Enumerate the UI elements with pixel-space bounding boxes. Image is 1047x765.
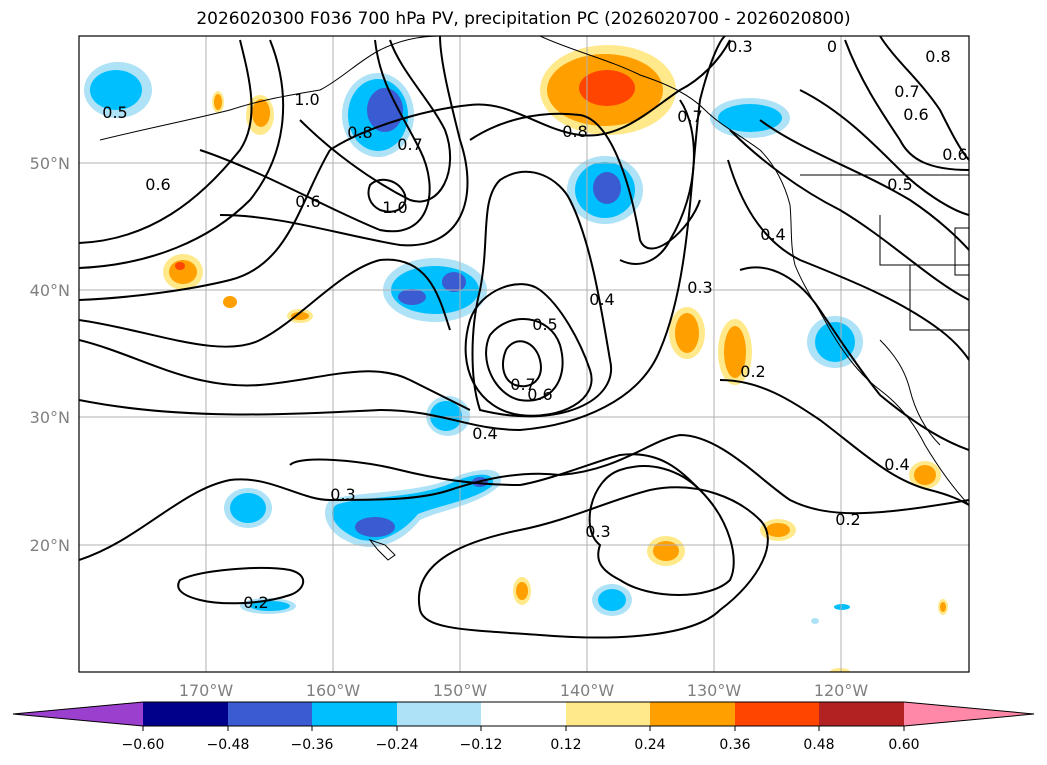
contour-label: 0.2	[243, 593, 268, 612]
colorbar-segment	[566, 702, 650, 726]
colorbar-segment	[904, 702, 1034, 726]
contour-label: 0.6	[527, 385, 552, 404]
colorbar-segment	[735, 702, 819, 726]
colorbar-segment	[650, 702, 735, 726]
contour-label: 0.8	[562, 122, 587, 141]
contour-label: 0.7	[397, 135, 422, 154]
colorbar-tick-label: −0.60	[122, 737, 165, 753]
contour-label: 0.3	[687, 278, 712, 297]
colorbar-segment	[312, 702, 397, 726]
latitude-labels: 50°N 40°N 30°N 20°N	[30, 154, 70, 555]
colorbar-tick-label: 0.36	[719, 737, 750, 753]
colorbar-segment	[481, 702, 566, 726]
contour-label: 0.3	[330, 485, 355, 504]
lat-label: 40°N	[30, 281, 70, 300]
contour-label: 0.6	[295, 192, 320, 211]
colorbar-segment	[143, 702, 228, 726]
colorbar-tick-label: −0.24	[376, 737, 419, 753]
colorbar-segment	[13, 702, 143, 726]
lon-label: 170°W	[179, 681, 234, 700]
lon-label: 130°W	[687, 681, 742, 700]
contour-label: 0.7	[677, 107, 702, 126]
lon-label: 160°W	[306, 681, 361, 700]
colorbar-segment	[228, 702, 312, 726]
contour-label: 0.7	[894, 82, 919, 101]
colorbar-tick-label: 0.60	[888, 737, 919, 753]
contour-label: 0.6	[145, 175, 170, 194]
contour-label: 1.0	[294, 90, 319, 109]
contour-label: 0.5	[887, 175, 912, 194]
colorbar-ticks	[142, 726, 905, 731]
colorbar-tick-label: 0.12	[550, 737, 581, 753]
contour-label: 0.2	[835, 510, 860, 529]
contour-label: 1.0	[382, 198, 407, 217]
colorbar-tick-label: −0.12	[460, 737, 503, 753]
contour-label: 0.5	[532, 315, 557, 334]
contour-label: 0.2	[740, 362, 765, 381]
contour-label: 0.8	[347, 123, 372, 142]
plot-frame	[78, 35, 970, 673]
contour-label: 0.3	[585, 522, 610, 541]
lat-label: 30°N	[30, 408, 70, 427]
longitude-labels: 170°W 160°W 150°W 140°W 130°W 120°W	[179, 681, 869, 700]
precip-shading	[84, 45, 948, 672]
contour-label: 0.4	[760, 225, 785, 244]
contour-label: 0.8	[925, 47, 950, 66]
coastlines	[99, 36, 969, 561]
contour-label: 0.4	[589, 290, 614, 309]
colorbar-segment	[819, 702, 904, 726]
colorbar-tick-label: 0.48	[803, 737, 834, 753]
contour-labels: 0.3 0 0.8 1.0 0.5 0.8 0.7 0.7 0.6 0.6 1.…	[102, 37, 967, 612]
colorbar-tick-label: 0.24	[634, 737, 665, 753]
colorbar-tick-label: −0.48	[207, 737, 250, 753]
map-title: 2026020300 F036 700 hPa PV, precipitatio…	[196, 9, 851, 29]
lon-label: 150°W	[433, 681, 488, 700]
contour-label: 0.4	[884, 455, 909, 474]
lat-label: 50°N	[30, 154, 70, 173]
contour-label: 0.5	[102, 103, 127, 122]
contour-label: 0.6	[903, 105, 928, 124]
lon-label: 140°W	[560, 681, 615, 700]
contour-label: 0	[827, 37, 837, 56]
contour-label: 0.4	[472, 424, 497, 443]
contour-label: 0.7	[510, 375, 535, 394]
lat-label: 20°N	[30, 536, 70, 555]
colorbar: −0.60 −0.48 −0.36 −0.24 −0.12 0.12 0.24 …	[12, 701, 1035, 753]
lon-label: 120°W	[814, 681, 869, 700]
colorbar-segment	[397, 702, 481, 726]
contour-label: 0.6	[942, 145, 967, 164]
contour-label: 0.3	[727, 37, 752, 56]
colorbar-tick-label: −0.36	[291, 737, 334, 753]
gridlines	[79, 36, 969, 672]
pv-contours	[79, 36, 969, 639]
